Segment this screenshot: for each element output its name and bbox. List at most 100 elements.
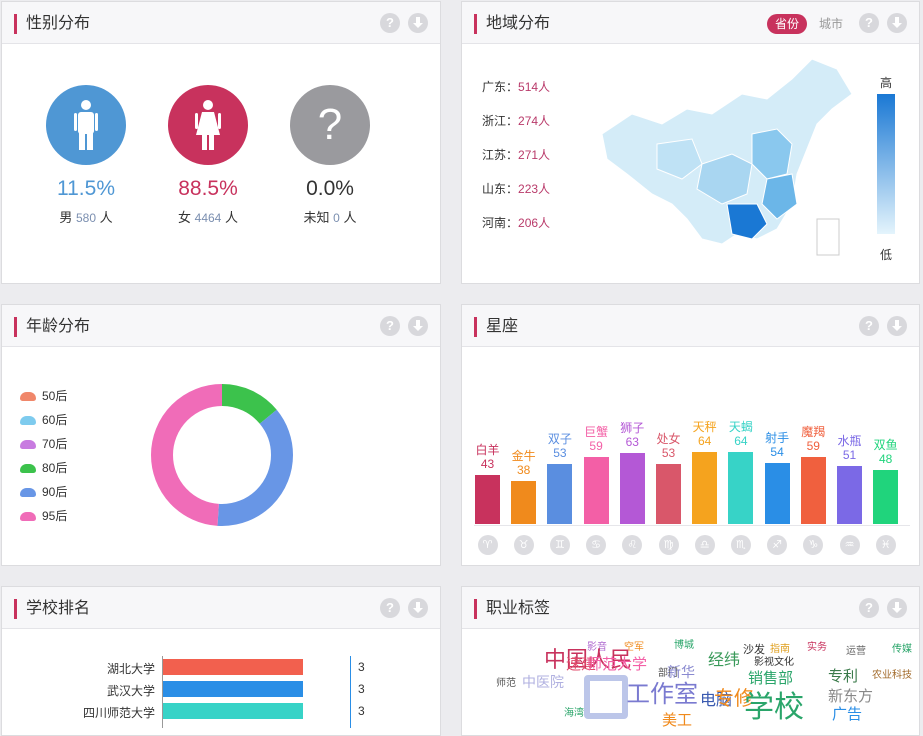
word-tag: 经纬 — [708, 652, 741, 669]
word-tag: 部门 — [658, 668, 678, 679]
panel-title: 学校排名 — [14, 599, 90, 619]
zodiac-value: 63 — [625, 434, 639, 449]
unknown-circle: ? — [290, 85, 370, 165]
word-tag: 海湾 — [564, 708, 584, 719]
zodiac-sign-icon: ♊ — [549, 535, 570, 555]
word-tag: 影音 — [587, 642, 607, 653]
zodiac-bar[interactable] — [728, 451, 754, 524]
unknown-percent: 0.0% — [306, 177, 354, 200]
zodiac-name: 天蝎 — [728, 419, 753, 434]
donut-slice-95后[interactable] — [151, 384, 293, 526]
school-bar[interactable] — [163, 681, 303, 697]
legend-label: 90后 — [42, 485, 68, 499]
zodiac-label: 狮子 63 — [612, 421, 652, 449]
zodiac-sign-icon: ♌ — [622, 535, 643, 555]
zodiac-bar[interactable] — [619, 452, 645, 524]
zodiac-bar[interactable] — [656, 464, 681, 524]
female-caption: 女 4464 人 — [148, 207, 268, 226]
zodiac-bar[interactable] — [692, 451, 718, 524]
word-tag: 专利 — [828, 668, 859, 685]
word-tag: 中国人民 — [544, 647, 633, 672]
panel-title: 年龄分布 — [14, 317, 90, 337]
donut-slice-90后[interactable] — [151, 384, 293, 526]
legend-item[interactable]: 60后 — [20, 413, 67, 427]
word-tag: 师范大学 — [587, 656, 648, 673]
zodiac-sign-icon: ♍ — [658, 535, 679, 555]
job-panel: 职业标签 ? 影音 空军 博城 沙发 指南 实务 运营 传媒 中国人民 速建 师… — [461, 586, 920, 736]
panel-header: 职业标签 ? — [462, 587, 919, 629]
zodiac-name: 巨蟹 — [584, 425, 609, 440]
zodiac-name: 双子 — [547, 432, 572, 447]
zodiac-bar[interactable] — [475, 475, 500, 524]
school-value: 3 — [358, 682, 365, 696]
unknown-unit: 人 — [343, 210, 357, 225]
panel-header: 性别分布 ? — [2, 2, 440, 44]
zodiac-bar[interactable] — [837, 466, 862, 524]
panel-header: 星座 ? — [462, 305, 919, 347]
legend-item[interactable]: 80后 — [20, 461, 67, 475]
zodiac-label: 水瓶 51 — [830, 434, 870, 462]
school-name: 武汉大学 — [106, 684, 155, 698]
word-tag: 新东方 — [828, 688, 874, 705]
word-tag: 师范 — [496, 678, 516, 689]
zodiac-bar[interactable] — [800, 457, 826, 524]
legend-label: 80后 — [42, 461, 68, 475]
legend-swatch — [20, 488, 36, 498]
help-icon[interactable]: ? — [859, 13, 879, 33]
help-icon[interactable]: ? — [859, 316, 879, 336]
help-icon[interactable]: ? — [380, 13, 400, 33]
zodiac-value: 51 — [842, 448, 857, 463]
scale-gradient-bar — [877, 94, 895, 234]
female-icon — [195, 100, 221, 150]
zodiac-sign-icon: ♒ — [839, 535, 860, 555]
province-toggle[interactable]: 省份 — [766, 14, 807, 34]
zodiac-value: 53 — [553, 446, 567, 461]
word-tag: 工作室 — [626, 681, 698, 708]
female-unit: 人 — [224, 210, 238, 225]
male-unit: 人 — [99, 210, 113, 225]
word-tag: 学校 — [744, 691, 804, 724]
school-bar[interactable] — [163, 703, 303, 719]
word-tag: 农业科技 — [872, 670, 912, 681]
zodiac-axis — [474, 525, 910, 526]
word-tag: 博城 — [674, 640, 694, 651]
zodiac-label: 天蝎 64 — [721, 420, 761, 448]
help-icon[interactable]: ? — [859, 598, 879, 618]
panel-title: 地域分布 — [474, 14, 550, 34]
school-axis — [162, 656, 163, 728]
zodiac-sign-icon: ♎ — [694, 535, 715, 555]
help-icon[interactable]: ? — [380, 316, 400, 336]
zodiac-sign-icon: ♈ — [477, 535, 498, 555]
panel-title: 星座 — [474, 317, 518, 337]
download-icon[interactable] — [887, 13, 907, 33]
school-bar[interactable] — [163, 659, 303, 675]
word-tag: 销售部 — [748, 670, 794, 687]
region-row: 广东：514人 — [482, 80, 551, 94]
zodiac-bar[interactable] — [511, 481, 537, 524]
legend-item[interactable]: 95后 — [20, 509, 67, 523]
zodiac-bar[interactable] — [873, 469, 899, 524]
legend-item[interactable]: 90后 — [20, 485, 67, 499]
download-icon[interactable] — [408, 13, 428, 33]
zodiac-sign-icon: ♐ — [767, 535, 788, 555]
zodiac-label: 射手 54 — [757, 431, 797, 459]
legend-label: 95后 — [42, 509, 68, 523]
zodiac-bar[interactable] — [547, 464, 573, 524]
help-icon[interactable]: ? — [380, 598, 400, 618]
zodiac-bar[interactable] — [764, 462, 790, 524]
download-icon[interactable] — [408, 316, 428, 336]
word-tag: 传媒 — [892, 644, 912, 655]
download-icon[interactable] — [408, 598, 428, 618]
zodiac-bar[interactable] — [583, 457, 609, 524]
download-icon[interactable] — [887, 316, 907, 336]
city-toggle[interactable]: 城市 — [818, 17, 843, 31]
legend-item[interactable]: 70后 — [20, 437, 67, 451]
legend-item[interactable]: 50后 — [20, 389, 67, 403]
panel-header: 地域分布 省份 城市 ? — [462, 2, 919, 44]
panel-header: 学校排名 ? — [2, 587, 440, 629]
download-icon[interactable] — [887, 598, 907, 618]
zodiac-sign-icon: ♑ — [803, 535, 824, 555]
legend-swatch — [20, 464, 36, 474]
word-tag: 指南 — [770, 644, 790, 655]
gender-panel: 性别分布 ? 11.5% 男 580 人 88.5% 女 4464 — [1, 1, 441, 284]
